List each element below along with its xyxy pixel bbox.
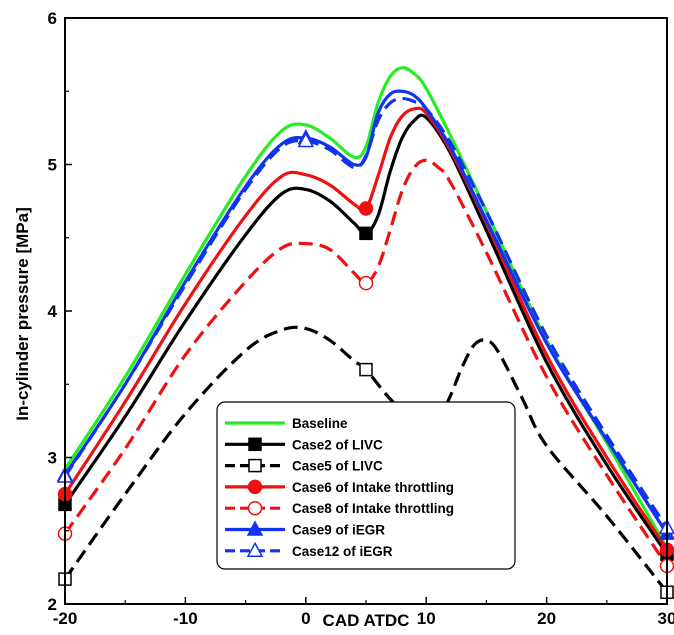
legend-label: Case2 of LIVC (292, 437, 383, 452)
plot-markers (56, 129, 674, 600)
legend-marker (247, 500, 263, 516)
series-marker (297, 131, 315, 148)
legend-label: Baseline (292, 416, 348, 431)
x-axis-title: CAD ATDC (323, 611, 410, 630)
legend-marker (248, 437, 262, 452)
series-line (63, 113, 669, 556)
x-tick-label: -20 (53, 609, 78, 628)
series-marker (359, 226, 373, 241)
legend-marker (247, 479, 263, 495)
series-marker (358, 275, 374, 291)
x-tick-label: 30 (658, 609, 674, 628)
y-tick-label: 3 (48, 449, 57, 468)
legend-marker (246, 541, 264, 558)
x-tick-label: -10 (173, 609, 198, 628)
x-tick-label: 0 (301, 609, 310, 628)
series-line (63, 96, 669, 529)
series-line (63, 106, 669, 551)
legend-box (216, 401, 516, 570)
legend-marker (246, 520, 264, 536)
series-line (63, 89, 669, 535)
y-tick-label: 4 (48, 302, 58, 321)
y-tick-label: 6 (48, 9, 57, 28)
series-marker (358, 201, 374, 216)
y-tick-label: 2 (48, 595, 57, 614)
series-marker (359, 362, 373, 377)
axis-ticks: -20 -10 0 10 20 30 2 3 4 5 6 (48, 9, 674, 628)
legend-label: Case12 of iEGR (292, 544, 393, 559)
legend-label: Case9 of iEGR (292, 523, 385, 538)
y-axis-title: In-cylinder pressure [MPa] (13, 207, 32, 421)
x-tick-label: 20 (537, 609, 556, 628)
x-tick-label: 10 (417, 609, 436, 628)
legend-label: Case5 of LIVC (292, 459, 383, 474)
y-tick-label: 5 (48, 156, 57, 175)
legend-marker (248, 458, 262, 473)
legend: Baseline Case2 of LIVC Case5 of LIVC Case6 … (216, 401, 516, 570)
series-line (63, 158, 669, 567)
legend-label: Case6 of Intake throttling (292, 480, 454, 495)
legend-label: Case8 of Intake throttling (292, 501, 454, 516)
